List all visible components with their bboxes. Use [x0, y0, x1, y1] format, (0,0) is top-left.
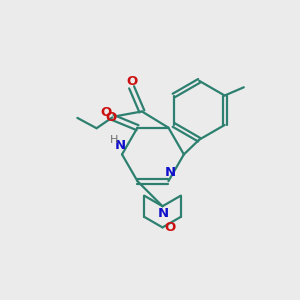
- Text: N: N: [158, 207, 169, 220]
- Text: N: N: [115, 139, 126, 152]
- Text: O: O: [100, 106, 112, 119]
- Text: N: N: [164, 167, 175, 179]
- Text: O: O: [126, 75, 137, 88]
- Text: O: O: [164, 221, 175, 234]
- Text: O: O: [106, 111, 117, 124]
- Text: H: H: [110, 135, 118, 145]
